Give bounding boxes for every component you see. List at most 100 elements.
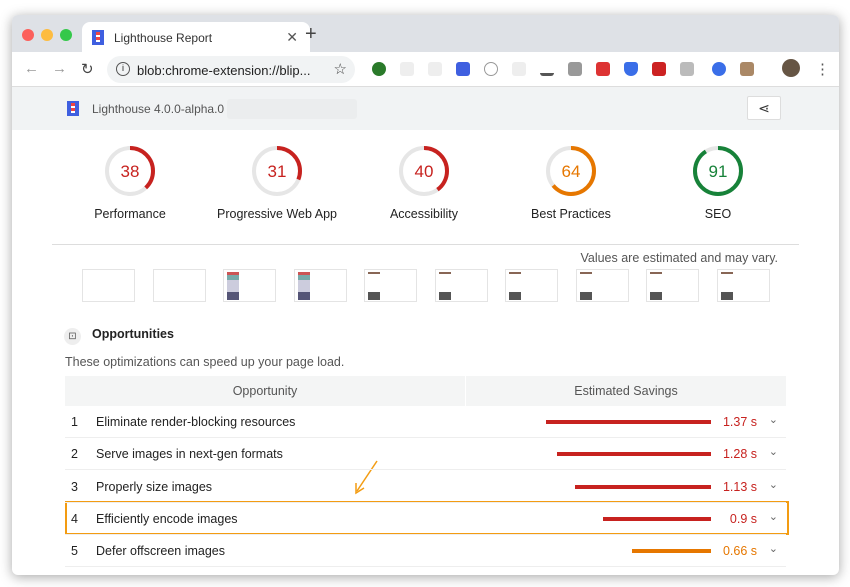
table-header: Opportunity Estimated Savings: [65, 376, 786, 406]
menu-icon[interactable]: ⋮: [815, 61, 830, 78]
savings-value: 1.13 s: [722, 479, 757, 494]
extension-icon[interactable]: [428, 62, 442, 76]
savings-bar: [631, 549, 711, 554]
divider: [52, 244, 799, 245]
gauge-label: Performance: [94, 207, 166, 221]
chevron-down-icon[interactable]: ⌄: [768, 543, 778, 556]
opportunity-row[interactable]: 5 Defer offscreen images 0.66 s ⌄: [65, 535, 786, 568]
savings-value: 1.37 s: [722, 415, 757, 429]
opportunity-row[interactable]: 4 Efficiently encode images 0.9 s ⌄: [65, 503, 786, 535]
extension-icon[interactable]: [372, 62, 386, 76]
filmstrip-frame: [223, 269, 276, 302]
redacted-url: [227, 99, 357, 119]
row-number: 4: [71, 511, 78, 526]
gauge-score: 31: [268, 162, 287, 181]
chevron-down-icon[interactable]: ⌄: [768, 510, 778, 523]
address-bar[interactable]: i blob:chrome-extension://blip... ☆: [107, 56, 355, 83]
filmstrip-frame: [505, 269, 558, 302]
share-button[interactable]: ⋖: [747, 96, 781, 120]
chevron-down-icon[interactable]: ⌄: [768, 446, 778, 459]
opportunity-title: Eliminate render-blocking resources: [96, 415, 296, 429]
maximize-window-button[interactable]: [60, 29, 72, 41]
gauge-label: SEO: [704, 207, 732, 221]
savings-bar: [556, 452, 711, 457]
opportunities-icon: ⊡: [64, 328, 81, 345]
extension-icon[interactable]: [712, 62, 726, 76]
extension-icon[interactable]: [540, 62, 554, 76]
savings-value: 0.9 s: [729, 511, 757, 526]
opportunity-row[interactable]: 1 Eliminate render-blocking resources 1.37…: [65, 406, 786, 438]
extension-icon[interactable]: [484, 62, 498, 76]
gauge-score: 38: [121, 162, 140, 181]
row-number: 2: [71, 447, 78, 462]
row-number: 3: [71, 479, 78, 494]
extension-icon[interactable]: [400, 62, 414, 76]
filmstrip-frame: [293, 269, 347, 302]
gauge-progressive-web-app[interactable]: 31 Progressive Web App: [207, 144, 347, 221]
close-tab-icon[interactable]: ✕: [286, 29, 298, 45]
bookmark-star-icon[interactable]: ☆: [333, 61, 347, 78]
savings-bar: [602, 516, 711, 521]
back-button[interactable]: ←: [24, 60, 39, 77]
gauge-ring: 38: [105, 146, 155, 196]
arrow-annotation: [355, 460, 378, 495]
gauge-best-practices[interactable]: 64 Best Practices: [501, 144, 641, 221]
gauge-ring: 40: [399, 146, 449, 196]
opportunities-description: These optimizations can speed up your pa…: [65, 355, 345, 369]
gauge-score: 64: [562, 162, 581, 181]
filmstrip-frame: [82, 269, 135, 302]
gauge-ring: 64: [546, 146, 596, 196]
minimize-window-button[interactable]: [41, 29, 53, 41]
savings-value: 0.66 s: [722, 544, 757, 559]
extension-icon[interactable]: [596, 62, 610, 76]
col-estimated-savings: Estimated Savings: [574, 384, 678, 398]
filmstrip-frame: [434, 269, 488, 302]
filmstrip-frame: [575, 269, 629, 302]
row-number: 5: [71, 544, 78, 559]
forward-button[interactable]: →: [52, 60, 67, 77]
savings-bar: [574, 484, 711, 489]
gauge-label: Accessibility: [389, 207, 459, 221]
tab-bar: Lighthouse Report ✕ +: [12, 15, 839, 52]
estimate-note: Values are estimated and may vary.: [580, 251, 778, 265]
opportunity-title: Properly size images: [96, 479, 213, 494]
gauge-score: 91: [709, 162, 728, 181]
extension-icon[interactable]: [624, 62, 638, 76]
filmstrip-frame: [152, 269, 206, 302]
filmstrip-frame: [646, 269, 699, 302]
chevron-down-icon[interactable]: ⌄: [768, 478, 778, 491]
info-icon[interactable]: i: [116, 62, 130, 76]
col-opportunity: Opportunity: [232, 384, 298, 398]
gauge-accessibility[interactable]: 40 Accessibility: [354, 144, 494, 221]
savings-bar: [546, 420, 711, 424]
reload-button[interactable]: ↻: [81, 61, 94, 78]
gauge-label: Progressive Web App: [217, 207, 337, 221]
gauge-seo[interactable]: 91 SEO: [648, 144, 788, 221]
tab-lighthouse-report[interactable]: Lighthouse Report ✕: [82, 22, 310, 52]
tab-title: Lighthouse Report: [114, 31, 213, 45]
report-content: Lighthouse 4.0.0-alpha.0 ⋖ Values are es…: [12, 87, 839, 575]
gauge-performance[interactable]: 38 Performance: [60, 144, 200, 221]
opportunity-row[interactable]: 2 Serve images in next-gen formats 1.28 s ⌄: [65, 438, 786, 471]
opportunities-title: Opportunities: [92, 327, 174, 341]
opportunity-title: Defer offscreen images: [96, 544, 225, 559]
extension-icon[interactable]: [512, 62, 526, 76]
opportunity-row[interactable]: 3 Properly size images 1.13 s ⌄: [65, 471, 786, 503]
browser-window: Lighthouse Report ✕ + ← → ↻ i blob:chrom…: [12, 15, 839, 575]
profile-avatar[interactable]: [782, 59, 800, 77]
lighthouse-version: Lighthouse 4.0.0-alpha.0: [92, 102, 225, 116]
lighthouse-extension-icon[interactable]: [456, 62, 470, 76]
opportunity-title: Serve images in next-gen formats: [96, 447, 283, 462]
gauge-score: 40: [415, 162, 434, 181]
extension-icon[interactable]: [652, 62, 666, 76]
extension-icon[interactable]: [680, 62, 694, 76]
chevron-down-icon[interactable]: ⌄: [768, 414, 778, 426]
gauge-label: Best Practices: [531, 207, 611, 221]
report-header: Lighthouse 4.0.0-alpha.0 ⋖: [12, 87, 839, 130]
extension-icon[interactable]: [740, 62, 754, 76]
row-number: 1: [71, 415, 78, 429]
gauge-ring: 91: [693, 146, 743, 196]
new-tab-button[interactable]: +: [305, 23, 317, 45]
close-window-button[interactable]: [22, 29, 34, 41]
extension-icon[interactable]: [568, 62, 582, 76]
